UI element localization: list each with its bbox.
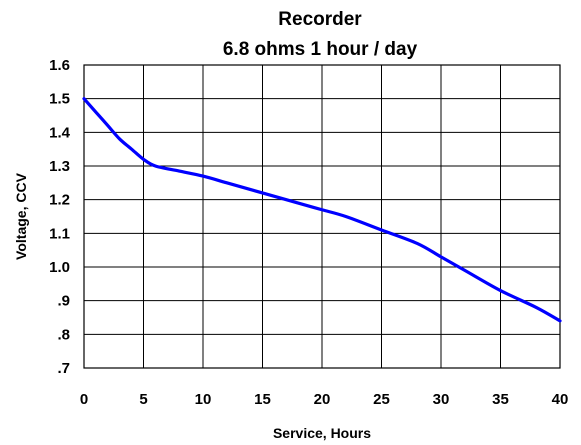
x-axis-label: Service, Hours xyxy=(273,425,371,441)
x-tick-label: 30 xyxy=(433,391,450,408)
y-tick-label: 1.5 xyxy=(49,91,70,108)
y-tick-label: 1.0 xyxy=(49,259,70,276)
y-axis-label: Voltage, CCV xyxy=(13,172,29,260)
y-tick-label: 1.4 xyxy=(49,124,71,141)
y-tick-label: .9 xyxy=(57,293,70,310)
x-tick-label: 40 xyxy=(552,391,569,408)
y-tick-labels: .7 .8 .9 1.0 1.1 1.2 1.3 1.4 1.5 1.6 xyxy=(49,57,71,377)
x-tick-label: 20 xyxy=(314,391,331,408)
chart-title: Recorder xyxy=(278,9,362,30)
y-tick-label: 1.3 xyxy=(49,158,70,175)
x-tick-labels: 0 5 10 15 20 25 30 35 40 xyxy=(80,391,569,408)
x-tick-label: 0 xyxy=(80,391,88,408)
chart-subtitle: 6.8 ohms 1 hour / day xyxy=(223,39,418,60)
series-layer xyxy=(82,97,562,323)
y-tick-label: 1.1 xyxy=(49,225,70,242)
y-tick-label: 1.2 xyxy=(49,192,70,209)
grid xyxy=(84,65,560,368)
y-tick-label: .7 xyxy=(57,360,70,377)
x-tick-label: 5 xyxy=(139,391,147,408)
x-tick-label: 15 xyxy=(254,391,271,408)
x-tick-label: 25 xyxy=(373,391,390,408)
x-tick-label: 10 xyxy=(195,391,212,408)
plot-border xyxy=(83,64,561,369)
y-tick-label: 1.6 xyxy=(49,57,70,74)
y-tick-label: .8 xyxy=(57,326,70,343)
x-tick-label: 35 xyxy=(492,391,509,408)
series-line xyxy=(82,97,562,323)
